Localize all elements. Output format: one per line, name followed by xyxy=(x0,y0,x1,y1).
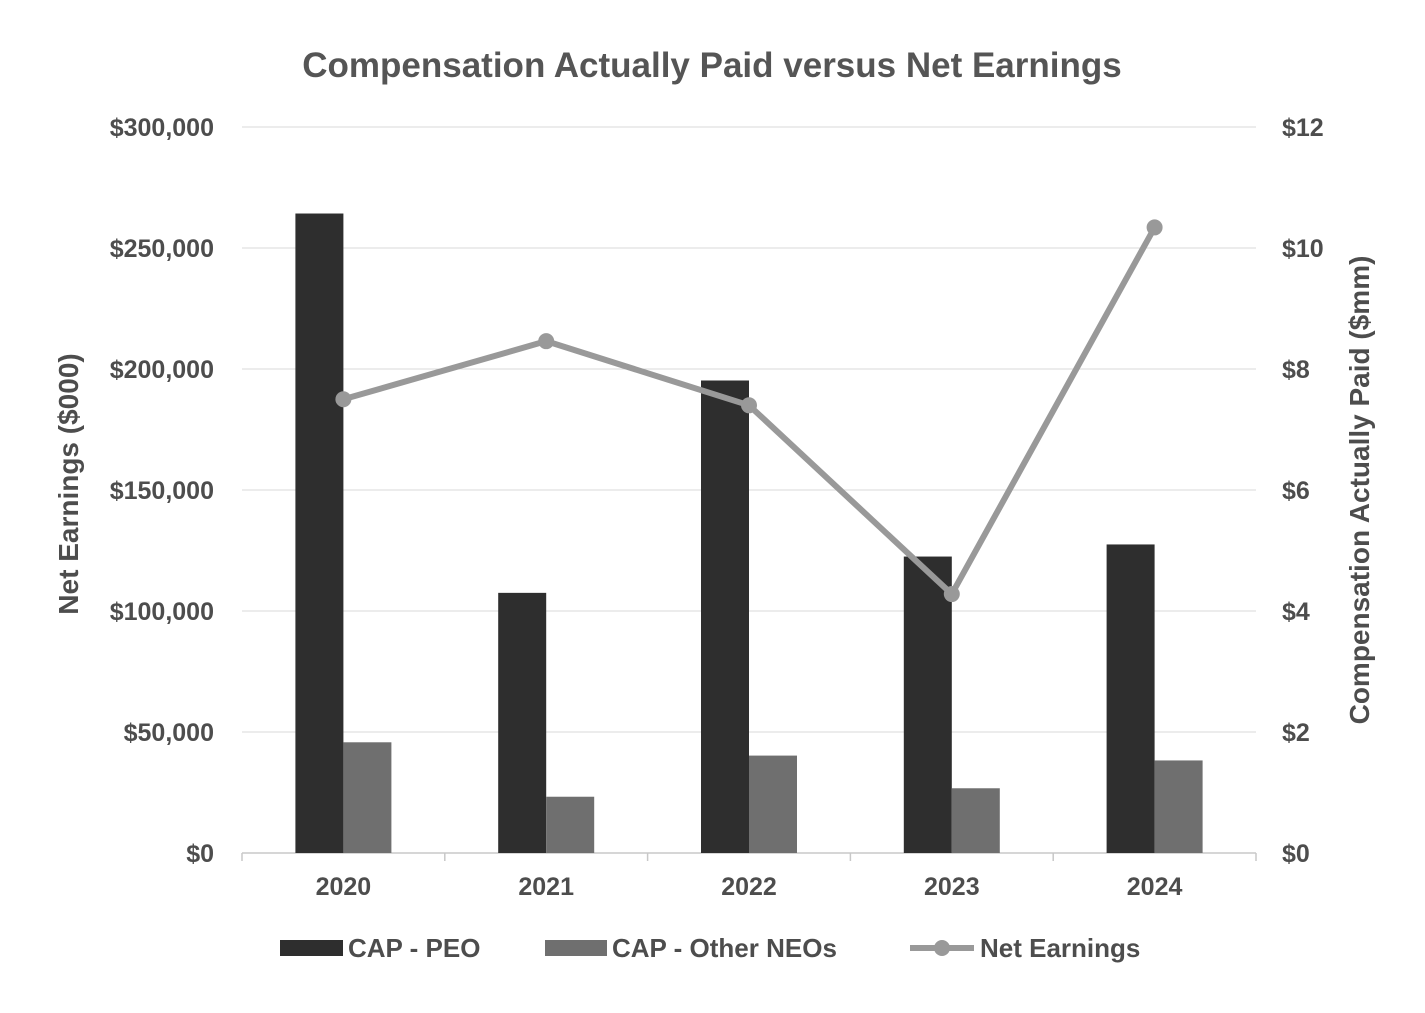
bar-cap-other-neos-2023 xyxy=(951,788,1000,853)
bar-cap-other-neos-2024 xyxy=(1154,760,1203,853)
bar-cap-peo-2020 xyxy=(295,213,344,853)
net-earnings-point-2020 xyxy=(335,391,352,408)
right-tick-label: $10 xyxy=(1282,235,1324,263)
x-axis-ticks: 2020 2021 2022 2023 2024 xyxy=(316,873,1183,901)
net-earnings-point-2021 xyxy=(538,333,555,350)
legend-swatch-cap-peo xyxy=(280,940,343,956)
bars xyxy=(295,213,1203,853)
net-earnings-point-2024 xyxy=(1146,219,1163,236)
bar-cap-peo-2021 xyxy=(498,592,547,853)
bar-cap-other-neos-2021 xyxy=(546,796,595,853)
bar-cap-other-neos-2020 xyxy=(343,742,392,853)
right-axis-title: Compensation Actually Paid ($mm) xyxy=(1344,256,1375,725)
right-tick-label: $2 xyxy=(1282,719,1310,747)
left-tick-label: $100,000 xyxy=(110,598,214,626)
left-tick-label: $300,000 xyxy=(110,114,214,142)
bar-cap-peo-2024 xyxy=(1106,544,1155,853)
legend: CAP - PEO CAP - Other NEOs Net Earnings xyxy=(280,933,1140,963)
right-axis-ticks: $0 $2 $4 $6 $8 $10 $12 xyxy=(1282,114,1324,868)
right-tick-label: $8 xyxy=(1282,356,1310,384)
bar-cap-peo-2023 xyxy=(903,556,952,853)
bar-cap-other-neos-2022 xyxy=(749,755,797,853)
left-tick-label: $200,000 xyxy=(110,356,214,384)
chart-title: Compensation Actually Paid versus Net Ea… xyxy=(302,46,1121,85)
left-tick-label: $250,000 xyxy=(110,235,214,263)
right-tick-label: $0 xyxy=(1282,840,1310,868)
legend-label-cap-other-neos: CAP - Other NEOs xyxy=(612,933,837,963)
x-tick-label: 2023 xyxy=(924,873,980,901)
legend-swatch-cap-other-neos xyxy=(545,940,607,956)
net-earnings-point-2022 xyxy=(741,397,757,414)
right-tick-label: $12 xyxy=(1282,114,1324,142)
left-tick-label: $0 xyxy=(186,840,214,868)
right-tick-label: $6 xyxy=(1282,477,1310,505)
x-tick-label: 2021 xyxy=(518,873,574,901)
right-tick-label: $4 xyxy=(1282,598,1310,626)
gridlines xyxy=(241,126,1257,861)
net-earnings-line xyxy=(335,219,1163,603)
left-axis-ticks: $0 $50,000 $100,000 $150,000 $200,000 $250,00… xyxy=(110,114,214,868)
x-tick-label: 2020 xyxy=(316,873,372,901)
bar-cap-peo-2022 xyxy=(701,380,749,853)
x-tick-label: 2022 xyxy=(721,873,777,901)
left-axis-title: Net Earnings ($000) xyxy=(53,353,84,614)
x-tick-label: 2024 xyxy=(1127,873,1183,901)
legend-label-net-earnings: Net Earnings xyxy=(980,933,1140,963)
legend-swatch-net-earnings-marker xyxy=(934,940,950,956)
left-tick-label: $150,000 xyxy=(110,477,214,505)
left-tick-label: $50,000 xyxy=(124,719,214,747)
legend-label-cap-peo: CAP - PEO xyxy=(348,933,480,963)
net-earnings-point-2023 xyxy=(943,586,960,603)
